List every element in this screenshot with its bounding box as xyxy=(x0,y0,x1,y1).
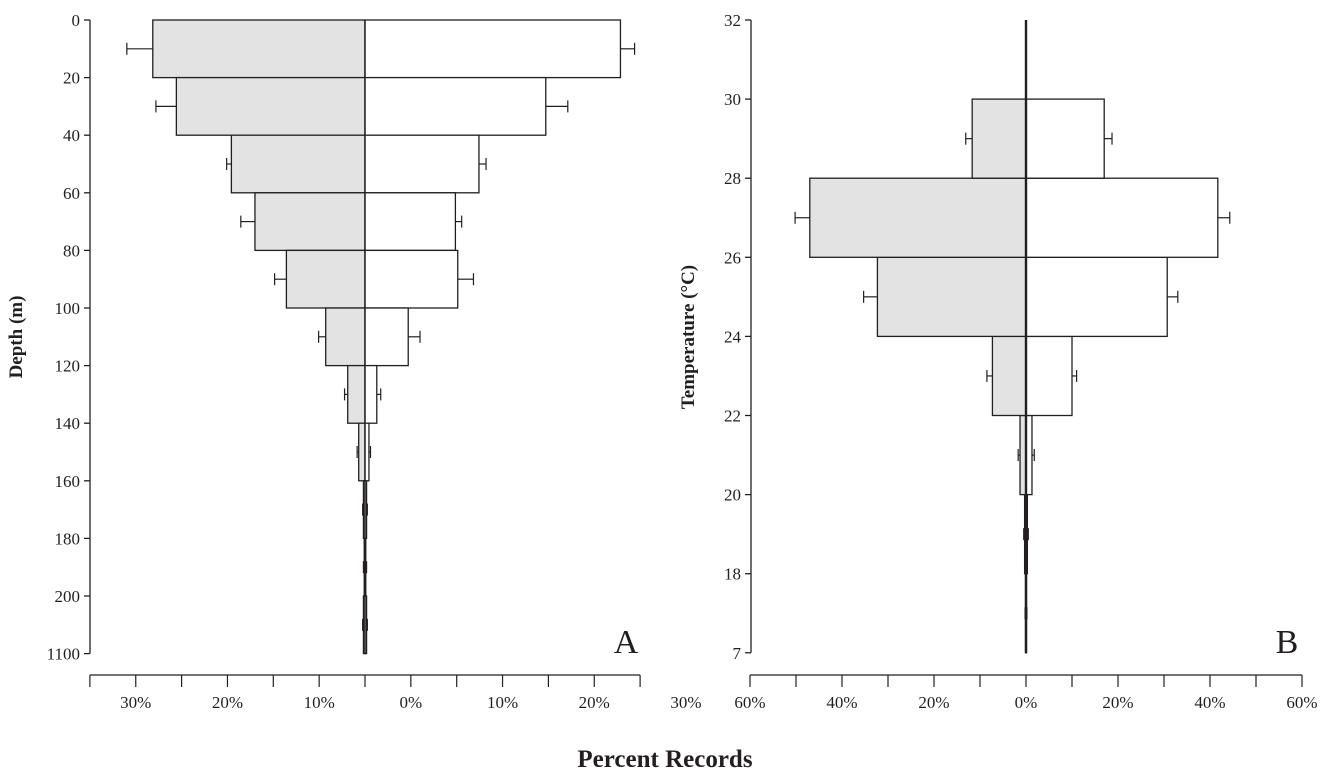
bar-right-26-28 xyxy=(1025,177,1219,258)
panel-a-y-axis: 0 20 40 60 80 100 120 140 160 180 200 1100 xyxy=(47,11,91,664)
bar-left-0-20 xyxy=(152,19,366,79)
bar-left-26-28 xyxy=(809,177,1027,258)
y-tick-label: 160 xyxy=(55,472,81,491)
bar-left-24-26 xyxy=(876,256,1027,338)
bar-right-22-24 xyxy=(1025,335,1073,417)
x-tick-label: 60% xyxy=(734,693,765,712)
y-tick-label: 120 xyxy=(55,357,81,376)
y-tick-label: 20 xyxy=(724,486,741,505)
y-tick-label: 18 xyxy=(724,565,741,584)
y-tick-label: 1100 xyxy=(47,645,80,664)
x-tick-label: 60% xyxy=(1286,693,1317,712)
panel-b-x-axis: 60% 40% 20% 0% 20% 40% 60% xyxy=(734,674,1318,712)
x-tick-label: 10% xyxy=(487,693,518,712)
panel-a-y-axis-title: Depth (m) xyxy=(6,296,27,379)
x-tick-label: 10% xyxy=(304,693,335,712)
x-tick-label: 20% xyxy=(212,693,243,712)
x-tick-label: 40% xyxy=(1194,693,1225,712)
y-tick-label: 22 xyxy=(724,407,741,426)
x-tick-label: 20% xyxy=(1102,693,1133,712)
bar-left-20-40 xyxy=(175,76,366,136)
y-tick-label: 28 xyxy=(724,169,741,188)
panel-a-depth-chart: 0 20 40 60 80 100 120 140 160 180 200 1100 30% 20% 10… xyxy=(6,11,702,712)
x-tick-label: 30% xyxy=(120,693,151,712)
panel-b-temperature-chart: 32 30 28 26 24 22 20 18 7 60% 40% 20% 0% 20% 40% 60% T… xyxy=(678,11,1318,712)
bar-left-60-80 xyxy=(254,192,366,252)
panel-b-y-axis-title: Temperature (°C) xyxy=(678,265,699,409)
bar-right-0-20 xyxy=(364,19,622,79)
x-tick-label: 30% xyxy=(670,693,701,712)
bar-right-60-80 xyxy=(364,192,457,252)
bar-left-80-100 xyxy=(285,249,366,309)
bar-right-120-140 xyxy=(364,364,378,424)
bar-right-100-120 xyxy=(364,307,409,367)
y-tick-label: 180 xyxy=(55,529,81,548)
panel-b-label: B xyxy=(1276,624,1299,661)
panel-a-bars xyxy=(126,19,636,655)
y-tick-label: 100 xyxy=(55,299,81,318)
panel-a-x-axis: 30% 20% 10% 0% 10% 20% 30% xyxy=(89,674,702,712)
bar-right-80-100 xyxy=(364,249,459,309)
panel-a-label: A xyxy=(614,624,639,661)
y-tick-label: 20 xyxy=(63,69,80,88)
bar-right-24-26 xyxy=(1025,256,1168,338)
bar-left-28-30 xyxy=(971,98,1027,179)
x-tick-label: 20% xyxy=(579,693,610,712)
x-tick-label: 20% xyxy=(918,693,949,712)
x-tick-label: 40% xyxy=(826,693,857,712)
panel-b-y-axis: 32 30 28 26 24 22 20 18 7 xyxy=(724,11,752,663)
y-tick-label: 40 xyxy=(63,126,80,145)
y-tick-label: 0 xyxy=(72,11,81,30)
y-tick-label: 7 xyxy=(733,644,742,663)
y-tick-label: 32 xyxy=(724,11,741,30)
x-tick-label: 0% xyxy=(1015,693,1038,712)
bar-left-40-60 xyxy=(230,134,366,194)
panel-b-bars xyxy=(794,20,1231,654)
bar-left-120-140 xyxy=(347,364,366,424)
y-tick-label: 24 xyxy=(724,327,742,346)
x-tick-label: 0% xyxy=(400,693,423,712)
y-tick-label: 200 xyxy=(55,587,81,606)
y-tick-label: 26 xyxy=(724,248,741,267)
y-tick-label: 60 xyxy=(63,184,80,203)
bar-right-20-40 xyxy=(364,76,547,136)
y-tick-label: 140 xyxy=(55,414,81,433)
y-tick-label: 80 xyxy=(63,241,80,260)
bar-left-22-24 xyxy=(991,335,1027,417)
x-axis-shared-title: Percent Records xyxy=(577,746,752,773)
bar-left-100-120 xyxy=(325,307,366,367)
y-tick-label: 30 xyxy=(724,90,741,109)
bar-left-140-160 xyxy=(358,422,366,482)
bar-right-40-60 xyxy=(364,134,480,194)
bar-right-28-30 xyxy=(1025,98,1105,179)
